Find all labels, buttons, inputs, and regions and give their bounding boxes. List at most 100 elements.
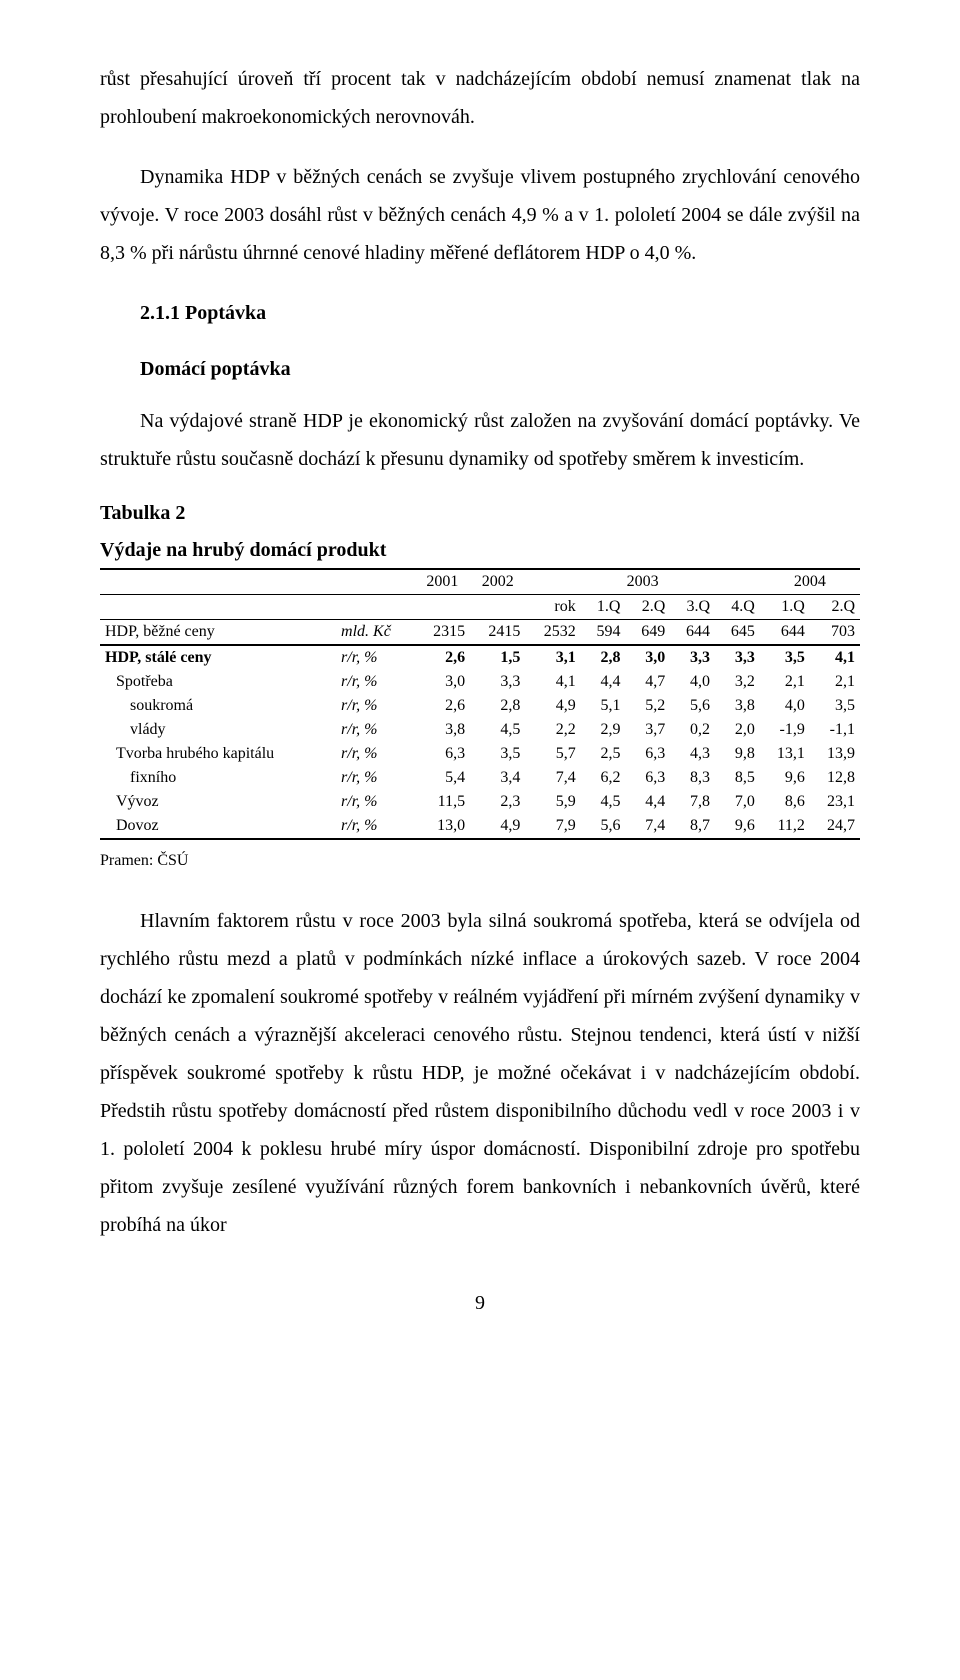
heading-sub: Domácí poptávka <box>140 350 860 388</box>
cell-value: 3,1 <box>525 645 580 670</box>
cell-value: 3,3 <box>470 670 525 694</box>
cell-value: 644 <box>670 620 715 646</box>
cell-value: 4,0 <box>670 670 715 694</box>
cell-value: 3,4 <box>470 766 525 790</box>
cell-value: 3,8 <box>415 718 470 742</box>
year-col-2001: 2001 <box>415 569 470 595</box>
table-row: fixníhor/r, %5,43,47,46,26,38,38,59,612,… <box>100 766 860 790</box>
cell-value: 2,6 <box>415 645 470 670</box>
cell-value: 9,8 <box>715 742 760 766</box>
subcol-2q-a: 2.Q <box>625 595 670 620</box>
expenditures-table: 2001 2002 2003 2004 rok 1.Q 2.Q 3.Q 4.Q … <box>100 568 860 840</box>
cell-value: 24,7 <box>810 814 860 839</box>
table-caption: Výdaje na hrubý domácí produkt <box>100 537 860 564</box>
cell-value: 23,1 <box>810 790 860 814</box>
subcol-2q-b: 2.Q <box>810 595 860 620</box>
row-unit: r/r, % <box>336 814 415 839</box>
cell-value: 9,6 <box>715 814 760 839</box>
row-unit: r/r, % <box>336 766 415 790</box>
cell-value: 3,0 <box>625 645 670 670</box>
cell-value: 3,3 <box>715 645 760 670</box>
subcol-1q-b: 1.Q <box>760 595 810 620</box>
heading-section: 2.1.1 Poptávka <box>140 294 860 332</box>
table-head: 2001 2002 2003 2004 rok 1.Q 2.Q 3.Q 4.Q … <box>100 569 860 620</box>
row-label: fixního <box>100 766 336 790</box>
paragraph-demand: Na výdajové straně HDP je ekonomický růs… <box>100 402 860 478</box>
row-unit: r/r, % <box>336 790 415 814</box>
row-label: soukromá <box>100 694 336 718</box>
row-label: Dovoz <box>100 814 336 839</box>
cell-value: 4,1 <box>810 645 860 670</box>
table-row: Spotřebar/r, %3,03,34,14,44,74,03,22,12,… <box>100 670 860 694</box>
cell-value: 5,6 <box>670 694 715 718</box>
cell-value: 3,5 <box>810 694 860 718</box>
paragraph-intro-2: Dynamika HDP v běžných cenách se zvyšuje… <box>100 158 860 272</box>
row-label: HDP, běžné ceny <box>100 620 336 646</box>
page-number: 9 <box>100 1284 860 1322</box>
cell-value: 2,6 <box>415 694 470 718</box>
row-label: Tvorba hrubého kapitálu <box>100 742 336 766</box>
cell-value: -1,9 <box>760 718 810 742</box>
cell-value: 4,4 <box>581 670 626 694</box>
cell-value: 8,3 <box>670 766 715 790</box>
subcol-rok: rok <box>525 595 580 620</box>
row-label: Vývoz <box>100 790 336 814</box>
year-col-2004: 2004 <box>760 569 860 595</box>
cell-value: 0,2 <box>670 718 715 742</box>
table-row: HDP, běžné cenymld. Kč231524152532594649… <box>100 620 860 646</box>
table-source: Pramen: ČSÚ <box>100 846 860 876</box>
cell-value: 5,2 <box>625 694 670 718</box>
cell-value: 4,5 <box>470 718 525 742</box>
table-number: Tabulka 2 <box>100 500 860 527</box>
cell-value: 9,6 <box>760 766 810 790</box>
cell-value: 2,9 <box>581 718 626 742</box>
table-header-years: 2001 2002 2003 2004 <box>100 569 860 595</box>
row-unit: mld. Kč <box>336 620 415 646</box>
paragraph-intro-1: růst přesahující úroveň tří procent tak … <box>100 60 860 136</box>
table-row: Dovozr/r, %13,04,97,95,67,48,79,611,224,… <box>100 814 860 839</box>
table-body: HDP, běžné cenymld. Kč231524152532594649… <box>100 620 860 840</box>
row-unit: r/r, % <box>336 694 415 718</box>
cell-value: 13,9 <box>810 742 860 766</box>
cell-value: 7,9 <box>525 814 580 839</box>
cell-value: 6,3 <box>625 742 670 766</box>
year-col-2003: 2003 <box>525 569 759 595</box>
row-label: HDP, stálé ceny <box>100 645 336 670</box>
cell-value: 3,2 <box>715 670 760 694</box>
cell-value: 3,3 <box>670 645 715 670</box>
table-row: HDP, stálé cenyr/r, %2,61,53,12,83,03,33… <box>100 645 860 670</box>
cell-value: 11,5 <box>415 790 470 814</box>
cell-value: 2,1 <box>760 670 810 694</box>
cell-value: 645 <box>715 620 760 646</box>
cell-value: 5,1 <box>581 694 626 718</box>
cell-value: 644 <box>760 620 810 646</box>
cell-value: 7,4 <box>525 766 580 790</box>
cell-value: 2,0 <box>715 718 760 742</box>
cell-value: 2,8 <box>470 694 525 718</box>
cell-value: -1,1 <box>810 718 860 742</box>
subcol-3q: 3.Q <box>670 595 715 620</box>
cell-value: 4,0 <box>760 694 810 718</box>
table-row: vládyr/r, %3,84,52,22,93,70,22,0-1,9-1,1 <box>100 718 860 742</box>
cell-value: 703 <box>810 620 860 646</box>
cell-value: 7,4 <box>625 814 670 839</box>
cell-value: 11,2 <box>760 814 810 839</box>
cell-value: 6,2 <box>581 766 626 790</box>
cell-value: 2,2 <box>525 718 580 742</box>
cell-value: 5,7 <box>525 742 580 766</box>
table-row: Tvorba hrubého kapitálur/r, %6,33,55,72,… <box>100 742 860 766</box>
cell-value: 12,8 <box>810 766 860 790</box>
cell-value: 2,3 <box>470 790 525 814</box>
cell-value: 13,0 <box>415 814 470 839</box>
cell-value: 7,8 <box>670 790 715 814</box>
table-row: Vývozr/r, %11,52,35,94,54,47,87,08,623,1 <box>100 790 860 814</box>
row-unit: r/r, % <box>336 670 415 694</box>
cell-value: 8,5 <box>715 766 760 790</box>
cell-value: 4,7 <box>625 670 670 694</box>
cell-value: 13,1 <box>760 742 810 766</box>
cell-value: 2,1 <box>810 670 860 694</box>
cell-value: 3,0 <box>415 670 470 694</box>
cell-value: 2532 <box>525 620 580 646</box>
cell-value: 4,5 <box>581 790 626 814</box>
table-header-sub: rok 1.Q 2.Q 3.Q 4.Q 1.Q 2.Q <box>100 595 860 620</box>
